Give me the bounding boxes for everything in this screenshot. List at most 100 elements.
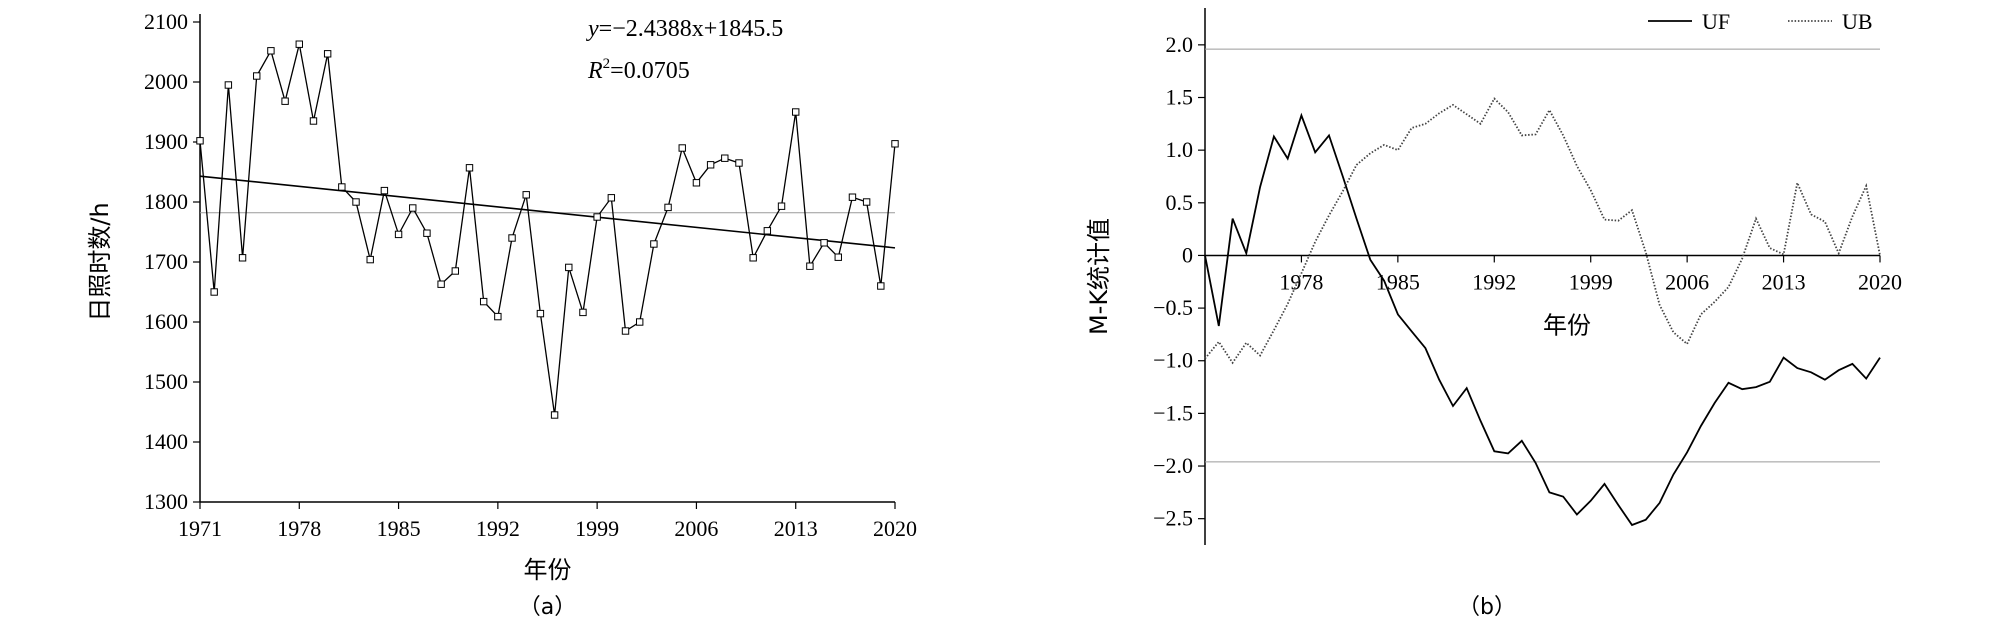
x-tick-label: 1999 bbox=[575, 516, 619, 541]
legend: UF UB bbox=[1648, 9, 1873, 34]
data-point-marker bbox=[352, 198, 360, 206]
data-point-marker bbox=[323, 50, 332, 58]
data-point-marker bbox=[437, 280, 445, 288]
y-tick-label: −1.5 bbox=[1153, 400, 1193, 425]
y-tick-label: 2000 bbox=[144, 69, 188, 94]
x-tick-label: 2013 bbox=[1762, 269, 1806, 294]
y-tick-label: 2100 bbox=[144, 9, 188, 34]
y-tick-label: −2.0 bbox=[1153, 453, 1193, 478]
data-point-marker bbox=[338, 183, 346, 191]
data-point-marker bbox=[735, 159, 743, 167]
data-point-marker bbox=[664, 203, 672, 212]
x-tick-label: 2020 bbox=[1858, 269, 1902, 294]
data-point-marker bbox=[593, 213, 601, 221]
data-point-marker bbox=[238, 254, 247, 262]
data-point-marker bbox=[210, 288, 218, 296]
x-axis-title: 年份 bbox=[1543, 311, 1591, 339]
data-point-marker bbox=[394, 230, 403, 239]
x-tick-label: 1999 bbox=[1569, 269, 1613, 294]
y-axis-title: M-K统计值 bbox=[1085, 218, 1113, 335]
y-axis-title: 日照时数/h bbox=[86, 202, 114, 321]
data-point-marker bbox=[536, 309, 545, 318]
y-tick-label: −2.5 bbox=[1153, 506, 1193, 531]
data-point-marker bbox=[792, 108, 800, 116]
y-tick-label: 2.0 bbox=[1166, 32, 1194, 57]
data-point-marker bbox=[281, 97, 289, 105]
data-point-marker bbox=[565, 263, 573, 272]
y-tick-label: 0.5 bbox=[1166, 190, 1194, 215]
data-point-marker bbox=[877, 282, 885, 290]
y-tick-label: −0.5 bbox=[1153, 295, 1193, 320]
data-point-marker bbox=[423, 229, 431, 237]
data-point-marker bbox=[550, 411, 559, 419]
legend-label-uf: UF bbox=[1702, 9, 1730, 34]
data-point-marker bbox=[579, 308, 587, 317]
x-tick-label: 1985 bbox=[1376, 269, 1420, 294]
x-tick-label: 2006 bbox=[674, 516, 718, 541]
data-point-marker bbox=[295, 40, 303, 48]
data-point-marker bbox=[465, 164, 474, 172]
x-tick-label: 2006 bbox=[1665, 269, 1709, 294]
data-point-marker bbox=[777, 202, 786, 210]
data-point-marker bbox=[635, 318, 644, 326]
x-tick-label: 1978 bbox=[277, 516, 321, 541]
x-tick-label: 2020 bbox=[873, 516, 917, 541]
data-point-marker bbox=[862, 198, 871, 206]
data-point-marker bbox=[224, 81, 233, 89]
data-point-marker bbox=[820, 239, 828, 247]
y-tick-label: 1600 bbox=[144, 309, 188, 334]
x-tick-label: 2013 bbox=[774, 516, 818, 541]
y-tick-label: 1.5 bbox=[1166, 85, 1194, 110]
y-tick-label: 1900 bbox=[144, 129, 188, 154]
y-tick-label: 1800 bbox=[144, 189, 188, 214]
sunshine-series-line bbox=[199, 44, 896, 416]
r-squared-label: R2=0.0705 bbox=[587, 56, 690, 84]
data-point-marker bbox=[706, 161, 715, 169]
series-line-uf bbox=[1204, 112, 1881, 527]
data-point-marker bbox=[522, 191, 530, 199]
panel-a-chart: 1300 1400 1500 1600 1700 1800 1900 2000 2100 1971… bbox=[86, 9, 917, 620]
data-point-marker bbox=[366, 255, 374, 264]
x-tick-label: 1971 bbox=[178, 516, 222, 541]
data-point-marker bbox=[451, 267, 460, 275]
x-tick-label: 1992 bbox=[476, 516, 520, 541]
data-point-marker bbox=[621, 327, 630, 335]
data-point-marker bbox=[309, 117, 318, 125]
data-point-marker bbox=[650, 240, 658, 248]
data-point-marker bbox=[380, 186, 389, 195]
y-tick-label: 1.0 bbox=[1166, 137, 1194, 162]
data-point-marker bbox=[848, 193, 857, 201]
panel-caption: （a） bbox=[519, 595, 576, 620]
data-point-marker bbox=[678, 144, 686, 152]
y-tick-label: 0 bbox=[1182, 242, 1193, 267]
trend-equation: y=−2.4388x+1845.5 bbox=[586, 16, 783, 42]
data-point-marker bbox=[409, 204, 417, 212]
data-point-marker bbox=[607, 194, 616, 202]
x-tick-label: 1985 bbox=[377, 516, 421, 541]
trend-line bbox=[199, 175, 896, 249]
data-point-marker bbox=[253, 72, 261, 80]
data-point-marker bbox=[196, 137, 204, 145]
y-tick-label: 1700 bbox=[144, 249, 188, 274]
data-point-marker bbox=[267, 47, 275, 55]
legend-label-ub: UB bbox=[1842, 9, 1873, 34]
y-tick-label: −1.0 bbox=[1153, 348, 1193, 373]
data-point-marker bbox=[494, 312, 502, 321]
data-point-marker bbox=[806, 262, 814, 270]
y-tick-label: 1400 bbox=[144, 429, 188, 454]
series-line-ub bbox=[1204, 97, 1881, 365]
data-point-marker bbox=[479, 297, 488, 306]
data-point-marker bbox=[891, 140, 899, 148]
data-point-marker bbox=[508, 234, 516, 242]
data-point-marker bbox=[749, 254, 757, 262]
panel-caption: （b） bbox=[1458, 595, 1516, 620]
x-tick-label: 1992 bbox=[1472, 269, 1516, 294]
data-point-marker bbox=[763, 227, 772, 235]
data-point-marker bbox=[721, 154, 729, 162]
x-axis-title: 年份 bbox=[524, 556, 572, 584]
data-point-marker bbox=[692, 179, 701, 187]
data-point-marker bbox=[834, 253, 842, 261]
y-tick-label: 1500 bbox=[144, 369, 188, 394]
